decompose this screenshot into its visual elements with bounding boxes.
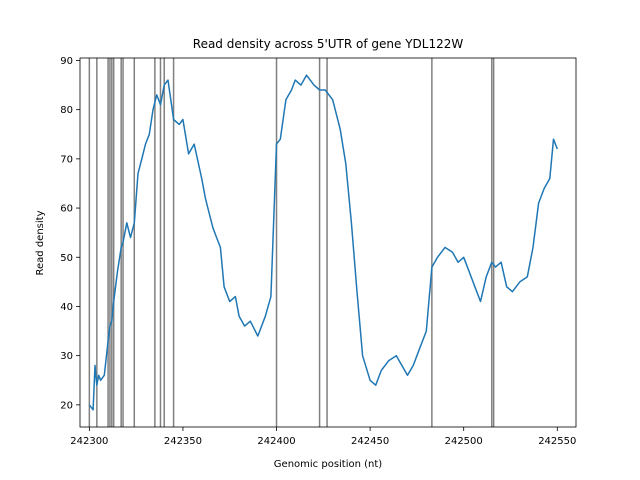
x-tick-label: 242450 bbox=[351, 436, 389, 447]
y-axis-ticks: 20 30 40 50 60 70 80 90 bbox=[60, 56, 80, 411]
x-axis-ticks: 242300 242350 242400 242450 242500 242550 bbox=[70, 427, 576, 447]
y-tick-label: 50 bbox=[60, 253, 73, 264]
x-tick-label: 242550 bbox=[538, 436, 576, 447]
chart-title: Read density across 5'UTR of gene YDL122… bbox=[193, 37, 464, 51]
y-tick-label: 70 bbox=[60, 154, 73, 165]
x-axis-label: Genomic position (nt) bbox=[274, 459, 383, 470]
y-tick-label: 80 bbox=[60, 105, 73, 116]
y-tick-label: 30 bbox=[60, 351, 73, 362]
y-tick-label: 40 bbox=[60, 302, 73, 313]
vertical-markers bbox=[88, 58, 495, 427]
series-layer bbox=[88, 74, 558, 411]
x-tick-label: 242500 bbox=[445, 436, 483, 447]
x-tick-label: 242350 bbox=[164, 436, 202, 447]
y-tick-label: 20 bbox=[60, 400, 73, 411]
x-tick-label: 242300 bbox=[70, 436, 108, 447]
series-line-0 bbox=[88, 74, 558, 411]
x-tick-label: 242400 bbox=[257, 436, 295, 447]
y-axis-label: Read density bbox=[35, 210, 46, 275]
plot-frame bbox=[79, 57, 577, 428]
y-tick-label: 60 bbox=[60, 204, 73, 215]
y-tick-label: 90 bbox=[60, 56, 73, 67]
